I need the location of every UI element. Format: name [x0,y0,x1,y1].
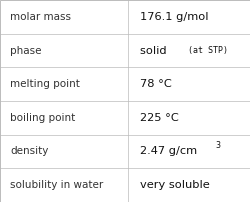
Text: solid: solid [140,45,173,56]
Text: density: density [10,146,48,157]
Text: molar mass: molar mass [10,12,71,22]
Text: 225 °C: 225 °C [140,113,178,123]
Text: boiling point: boiling point [10,113,75,123]
Text: (at STP): (at STP) [187,46,227,55]
Text: phase: phase [10,45,41,56]
Text: 2.47 g/cm: 2.47 g/cm [140,146,196,157]
Text: very soluble: very soluble [140,180,209,190]
Text: 176.1 g/mol: 176.1 g/mol [140,12,208,22]
Text: 3: 3 [214,141,220,150]
Text: 78 °C: 78 °C [140,79,171,89]
Text: solubility in water: solubility in water [10,180,103,190]
Text: melting point: melting point [10,79,80,89]
